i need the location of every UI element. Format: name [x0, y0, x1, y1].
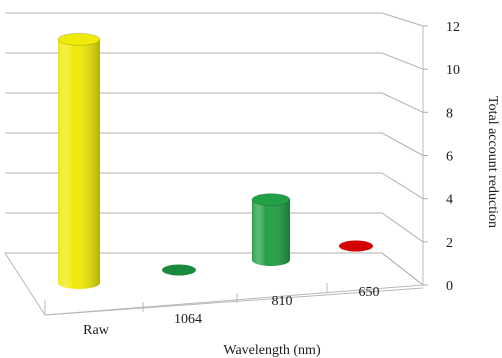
- bar-650: [339, 240, 373, 252]
- gridline: [5, 172, 424, 200]
- gridline: [5, 252, 424, 286]
- y-tick-label: 0: [446, 279, 453, 294]
- gridline: [5, 212, 424, 243]
- y-tick-label: 10: [446, 63, 460, 78]
- x-tick-label: Raw: [83, 323, 110, 338]
- bar-810: [251, 193, 291, 266]
- x-tick-label: 1064: [174, 312, 202, 327]
- gridline: [5, 52, 424, 70]
- gridline: [5, 92, 424, 113]
- gridlines: [5, 12, 428, 286]
- gridline: [5, 12, 424, 27]
- y-axis-ticks: 0 2 4 6 8 10 12: [446, 20, 460, 294]
- y-tick-label: 4: [446, 193, 453, 208]
- y-tick-label: 2: [446, 236, 453, 251]
- x-axis-label: Wavelength (nm): [223, 343, 321, 358]
- y-tick-label: 8: [446, 106, 453, 121]
- gridline: [5, 132, 424, 156]
- bar-1064: [162, 264, 196, 276]
- y-tick-label: 6: [446, 150, 453, 165]
- x-tick-label: 650: [359, 285, 380, 300]
- x-axis-ticks: Raw 1064 810 650: [83, 283, 380, 338]
- bars: [57, 32, 373, 290]
- y-axis-label: Total account reduction: [485, 96, 500, 228]
- x-tick-label: 810: [272, 294, 293, 309]
- bar-Raw: [57, 32, 101, 290]
- y-tick-label: 12: [446, 20, 460, 35]
